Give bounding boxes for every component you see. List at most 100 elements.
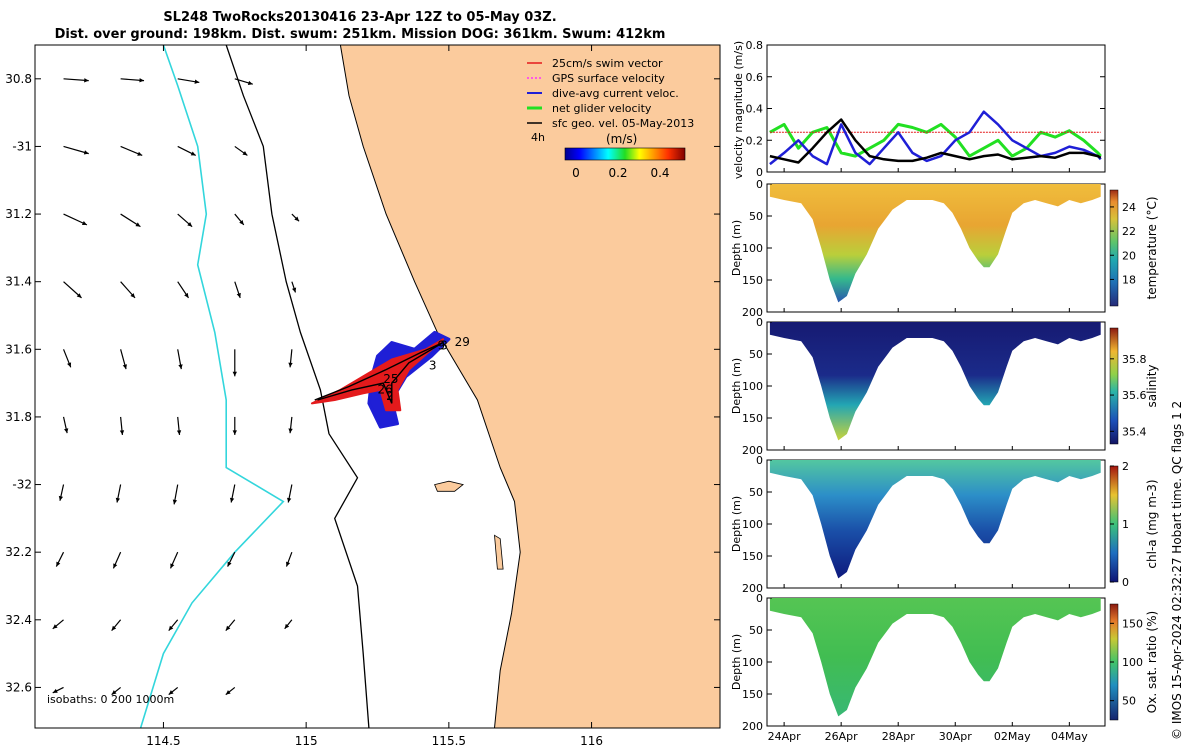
colorbar-tick-label: 0 bbox=[1122, 576, 1129, 589]
current-vector bbox=[119, 416, 125, 435]
current-vector bbox=[225, 619, 236, 631]
track-label: 29 bbox=[455, 335, 470, 349]
velocity-line-sfc_geo bbox=[769, 118, 1102, 164]
y-tick-label: 31.6 bbox=[5, 342, 32, 356]
land-area bbox=[340, 45, 720, 728]
credit-line: © IMOS 15-Apr-2024 02:32:27 Hobart time.… bbox=[1170, 400, 1184, 740]
current-vector bbox=[58, 484, 65, 501]
track-label: 2 bbox=[386, 389, 394, 403]
current-vector bbox=[234, 145, 248, 156]
colorbar-tick-label: 1 bbox=[1122, 518, 1129, 531]
y-tick-label: 150 bbox=[742, 274, 763, 287]
colorbar-label: Ox. sat. ratio (%) bbox=[1145, 611, 1159, 713]
time-tick-label: 28Apr bbox=[882, 730, 916, 743]
y-tick-label: 100 bbox=[742, 518, 763, 531]
velocity-line-dive_avg bbox=[769, 110, 1102, 166]
legend-label: net glider velocity bbox=[552, 102, 652, 115]
velocity-y-axis: 0 0.2 0.4 0.6 0.8 bbox=[746, 39, 1105, 179]
y-tick-label: 31.4 bbox=[5, 275, 32, 289]
velocity-panel: 0 0.2 0.4 0.6 0.8 velocity magnitude (m/s) bbox=[732, 39, 1106, 179]
y-tick-label: 31.8 bbox=[5, 410, 32, 424]
current-vector bbox=[291, 213, 300, 222]
y-tick-label: 0 bbox=[756, 178, 763, 191]
y-tick-label: 31.2 bbox=[5, 207, 32, 221]
y-tick-label: 150 bbox=[742, 688, 763, 701]
y-tick-label: 200 bbox=[742, 582, 763, 595]
current-vector bbox=[63, 281, 82, 299]
y-tick-label: -32 bbox=[12, 478, 32, 492]
map-frame bbox=[34, 44, 721, 729]
y-tick-label: 0.6 bbox=[746, 71, 764, 84]
current-vector bbox=[115, 484, 122, 503]
legend-entry-swim-vector: 25cm/s swim vector bbox=[527, 57, 663, 70]
colorbar-tick-label: 35.4 bbox=[1122, 425, 1147, 438]
section-colorbar bbox=[1109, 189, 1119, 307]
current-vector bbox=[169, 551, 179, 569]
track-label: 25 bbox=[383, 372, 398, 386]
current-vector bbox=[232, 416, 237, 435]
time-tick-label: 24Apr bbox=[768, 730, 802, 743]
velocity-line-net_glider bbox=[769, 122, 1102, 158]
y-tick-label: 150 bbox=[742, 550, 763, 563]
x-tick-label: 115.5 bbox=[432, 734, 466, 748]
current-vector bbox=[284, 619, 293, 630]
current-vector bbox=[176, 416, 182, 435]
time-axis: 24Apr 26Apr 28Apr 30Apr 02May 04May bbox=[768, 168, 1088, 743]
current-vector bbox=[168, 686, 179, 696]
y-tick-label: 32.2 bbox=[5, 545, 32, 559]
chart-subtitle: Dist. over ground: 198km. Dist. swum: 25… bbox=[54, 27, 666, 42]
current-vector bbox=[225, 686, 236, 696]
section-ylabel: Depth (m) bbox=[730, 634, 743, 690]
temperature-section: 0 50 100 150 200 Depth (m) 24 22 20 18 temperature… bbox=[730, 178, 1159, 319]
y-tick-label: 200 bbox=[742, 444, 763, 457]
current-vector bbox=[52, 619, 64, 630]
current-vector bbox=[63, 145, 89, 155]
salinity-section: 0 50 100 150 200 Depth (m) 35.8 35.6 35.4 salinit… bbox=[730, 316, 1159, 457]
current-vector bbox=[288, 349, 293, 368]
legend-entry-gps-velocity: GPS surface velocity bbox=[527, 72, 665, 85]
velocity-frame bbox=[766, 44, 1106, 173]
current-vector bbox=[120, 78, 145, 83]
legend-entry-sfc-geo: sfc geo. vel. 05-May-2013 bbox=[527, 117, 694, 130]
section-fill bbox=[769, 322, 1101, 441]
track-label: 3 bbox=[440, 338, 448, 352]
colorbar-tick-label: 50 bbox=[1122, 695, 1136, 708]
y-tick-label: 100 bbox=[742, 656, 763, 669]
y-tick-label: 100 bbox=[742, 242, 763, 255]
current-vector bbox=[120, 213, 141, 228]
time-tick-label: 02May bbox=[994, 730, 1031, 743]
colorbar-tick-label: 35.8 bbox=[1122, 353, 1147, 366]
time-tick-label: 26Apr bbox=[825, 730, 859, 743]
current-vector bbox=[63, 78, 89, 83]
y-tick-label: 30.8 bbox=[5, 72, 32, 86]
current-vector bbox=[112, 551, 122, 569]
velocity-ylabel: velocity magnitude (m/s) bbox=[732, 41, 745, 179]
y-tick-label: 50 bbox=[749, 624, 763, 637]
y-tick-label: 50 bbox=[749, 210, 763, 223]
y-tick-label: 200 bbox=[742, 720, 763, 733]
section-fill bbox=[769, 184, 1101, 303]
track-label: 3 bbox=[429, 359, 437, 373]
current-vector bbox=[229, 484, 236, 503]
colorbar-tick-label: 18 bbox=[1122, 273, 1136, 286]
y-tick-label: 0 bbox=[756, 454, 763, 467]
current-vector bbox=[120, 281, 136, 299]
current-vector bbox=[232, 349, 237, 377]
map-legend: 25cm/s swim vector GPS surface velocity … bbox=[527, 57, 694, 180]
colorbar-tick-label: 150 bbox=[1122, 617, 1143, 630]
section-ylabel: Depth (m) bbox=[730, 496, 743, 552]
current-vector bbox=[234, 281, 241, 299]
current-vector bbox=[288, 416, 293, 434]
current-vector bbox=[234, 78, 253, 86]
x-tick-label: 114.5 bbox=[146, 734, 180, 748]
track-label: 26 bbox=[378, 382, 393, 396]
chla-section: 0 50 100 150 200 Depth (m) 2 1 0 chl-a (mg m-3) bbox=[730, 454, 1159, 595]
isobath-200m bbox=[225, 45, 370, 728]
garden-island bbox=[494, 534, 504, 570]
y-tick-label: 0 bbox=[756, 166, 763, 179]
legend-label: dive-avg current veloc. bbox=[552, 87, 679, 100]
current-vector bbox=[55, 551, 65, 567]
